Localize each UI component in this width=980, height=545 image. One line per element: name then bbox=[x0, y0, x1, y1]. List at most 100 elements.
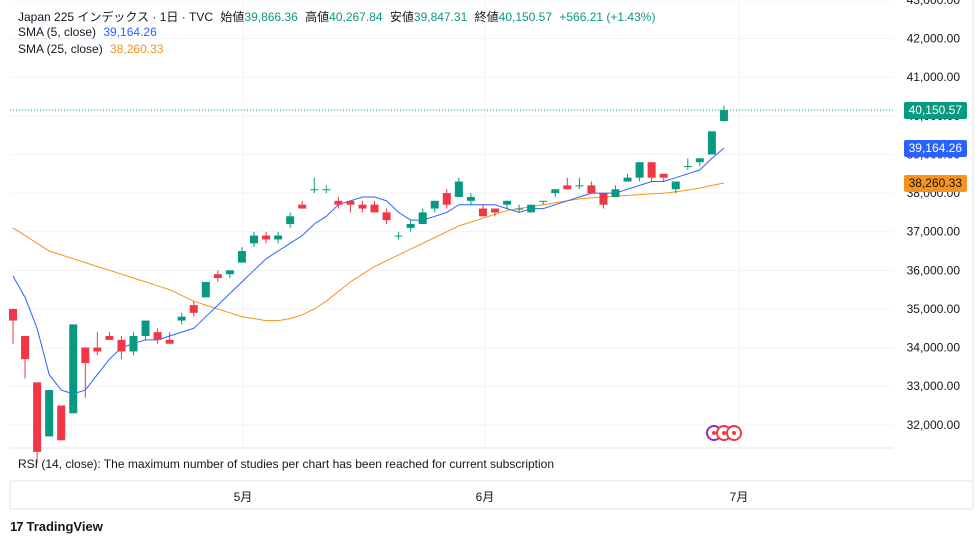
candle-body bbox=[286, 216, 295, 224]
grid-lines bbox=[10, 0, 893, 448]
sma25-label: SMA (25, close) bbox=[18, 42, 103, 56]
legend-ohlc: Japan 225 インデックス · 1日 · TVC 始値39,866.36 … bbox=[18, 8, 659, 25]
y-tick-label: 42,000.00 bbox=[907, 32, 961, 46]
candle-body bbox=[611, 189, 620, 197]
candle-body bbox=[635, 162, 644, 178]
candle-body bbox=[298, 204, 307, 209]
candle-body bbox=[322, 189, 331, 191]
x-label-july: 7月 bbox=[729, 490, 749, 504]
sma5-polyline bbox=[12, 147, 725, 395]
event-news-icon[interactable] bbox=[726, 425, 742, 441]
candle-body bbox=[623, 177, 632, 182]
y-tick-label: 36,000.00 bbox=[907, 263, 961, 277]
candle-body bbox=[274, 235, 283, 240]
candle-body bbox=[599, 193, 608, 205]
candle-body bbox=[587, 185, 596, 194]
candle-body bbox=[45, 390, 54, 437]
candle-body bbox=[21, 336, 30, 360]
candle-body bbox=[117, 339, 126, 352]
events-markers[interactable] bbox=[706, 425, 742, 441]
sma25-line bbox=[12, 182, 725, 322]
x-label-june: 6月 bbox=[475, 490, 495, 504]
y-tick-label: 33,000.00 bbox=[907, 379, 961, 393]
candle-body bbox=[9, 308, 17, 321]
candle-body bbox=[370, 204, 379, 213]
open-label: 始値 bbox=[220, 10, 245, 24]
candle-body bbox=[527, 204, 536, 213]
candle-body bbox=[141, 320, 150, 336]
candle-body bbox=[105, 336, 114, 340]
candle-body bbox=[430, 200, 439, 209]
candle-body bbox=[683, 166, 692, 168]
candle-body bbox=[334, 200, 343, 205]
sma5-value: 39,164.26 bbox=[103, 25, 157, 39]
symbol-title[interactable]: Japan 225 インデックス · 1日 · TVC bbox=[18, 10, 214, 24]
rsi-pane-note: RSI (14, close): The maximum number of s… bbox=[18, 457, 555, 471]
tradingview-logo[interactable]: 17 TradingView bbox=[10, 519, 103, 534]
candle-body bbox=[503, 200, 512, 205]
candle-body bbox=[719, 110, 728, 122]
change-value: +566.21 (+1.43%) bbox=[559, 10, 656, 24]
candle-body bbox=[647, 162, 656, 178]
candle-body bbox=[358, 204, 367, 209]
candle-body bbox=[659, 173, 668, 178]
candle-body bbox=[478, 208, 487, 217]
candle-body bbox=[189, 305, 198, 313]
y-tick-label: 37,000.00 bbox=[907, 225, 961, 239]
y-tick-label: 32,000.00 bbox=[907, 418, 961, 432]
sma25-badge: 38,260.33 bbox=[903, 174, 967, 192]
candle-body bbox=[250, 235, 258, 244]
legend-sma5[interactable]: SMA (5, close) 39,164.26 bbox=[18, 25, 161, 39]
candle-body bbox=[466, 196, 475, 201]
close-label: 終値 bbox=[474, 10, 499, 24]
y-tick-label: 35,000.00 bbox=[907, 302, 961, 316]
candle-body bbox=[515, 208, 524, 210]
legend-sma25[interactable]: SMA (25, close) 38,260.33 bbox=[18, 42, 167, 56]
candle-body bbox=[129, 336, 138, 352]
candle-body bbox=[539, 200, 548, 202]
sma25-polyline bbox=[12, 182, 725, 322]
candle-body bbox=[671, 181, 680, 190]
candle-body bbox=[563, 185, 572, 190]
candle-body bbox=[93, 347, 102, 352]
candle-body bbox=[81, 347, 90, 364]
candle-body bbox=[382, 212, 391, 221]
candle-body bbox=[310, 189, 319, 191]
candle-body bbox=[695, 158, 704, 163]
sma25-value: 38,260.33 bbox=[110, 42, 164, 56]
candle-body bbox=[491, 208, 499, 213]
open-value: 39,866.36 bbox=[244, 10, 298, 24]
y-tick-label: 43,000.00 bbox=[907, 0, 961, 7]
candle-body bbox=[346, 200, 355, 205]
candle-body bbox=[153, 332, 162, 340]
candle-body bbox=[69, 324, 78, 414]
sma5-line bbox=[12, 147, 725, 395]
sma5-label: SMA (5, close) bbox=[18, 25, 97, 39]
candle-body bbox=[165, 339, 174, 344]
tradingview-brand: TradingView bbox=[26, 519, 103, 534]
low-value: 39,847.31 bbox=[413, 10, 468, 24]
low-label: 安値 bbox=[389, 10, 414, 24]
candle-body bbox=[707, 131, 716, 155]
candle-body bbox=[201, 281, 210, 298]
candle-body bbox=[57, 405, 66, 441]
candles bbox=[9, 105, 728, 464]
candle-body bbox=[551, 189, 560, 194]
y-tick-label: 34,000.00 bbox=[907, 341, 961, 355]
price-axis[interactable]: 32,000.00 33,000.00 34,000.00 35,000.00 36,0… bbox=[907, 0, 961, 432]
candle-body bbox=[454, 181, 463, 197]
last-price-badge: 40,150.57 bbox=[903, 101, 967, 119]
candle-body bbox=[418, 212, 427, 224]
x-label-may: 5月 bbox=[233, 490, 253, 504]
candle-body bbox=[406, 224, 415, 228]
high-value: 40,267.84 bbox=[329, 10, 383, 24]
sma5-badge: 39,164.26 bbox=[903, 139, 967, 157]
tradingview-logo-icon: 17 bbox=[10, 519, 24, 534]
candle-body bbox=[575, 185, 584, 187]
candle-body bbox=[237, 251, 246, 263]
candle-body bbox=[33, 382, 42, 452]
candle-body bbox=[225, 270, 234, 275]
y-tick-label: 41,000.00 bbox=[907, 70, 961, 84]
candle-body bbox=[394, 235, 403, 237]
